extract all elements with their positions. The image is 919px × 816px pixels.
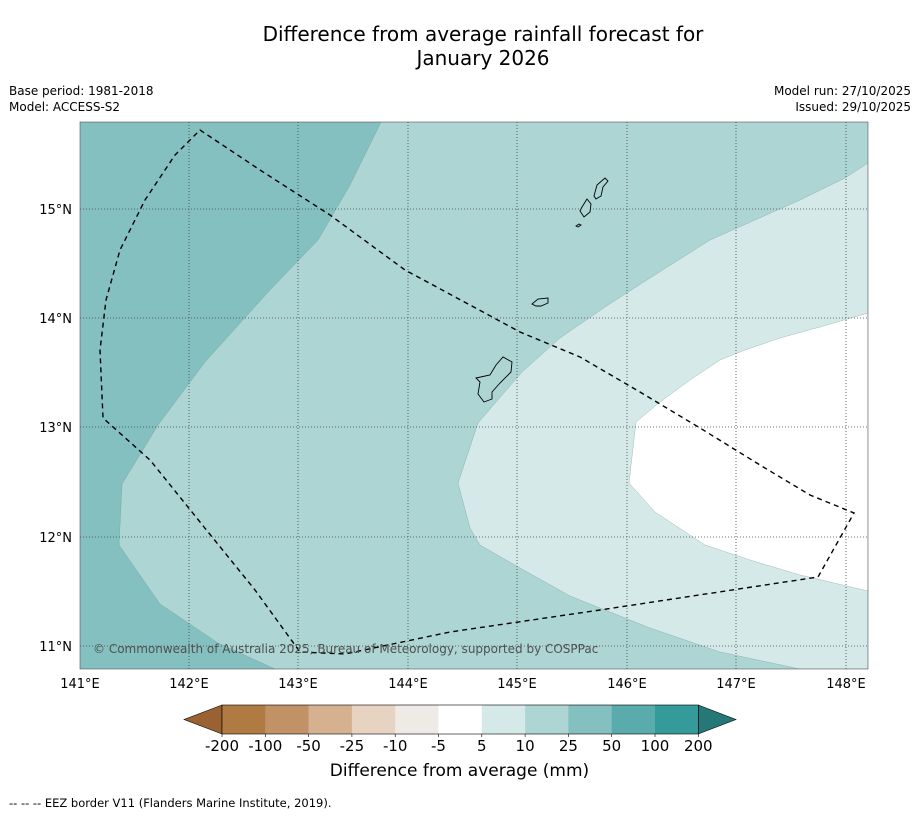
island-tinian [579,198,592,218]
colorbar-segment [438,705,483,734]
colorbar-title: Difference from average (mm) [329,761,590,781]
colorbar-segment [481,705,526,734]
lon-tick-label: 148°E [826,677,866,692]
map-area [80,122,868,669]
colorbar-tick-label: 5 [477,737,487,755]
latitude-tick-labels: 15°N 14°N 13°N 12°N 11°N [39,203,72,655]
colorbar-tick-label: 200 [684,737,713,755]
lat-tick-label: 11°N [39,640,72,655]
island-rota [531,297,549,307]
model-name: Model: ACCESS-S2 [9,100,121,114]
colorbar-extend-low [183,704,223,735]
colorbar-segment [655,705,699,734]
colorbar: -200 -100 -50 -25 -10 -5 5 10 25 50 100 200 [183,704,737,755]
colorbar-segment [222,705,266,734]
region-25-50 [80,122,382,669]
meta-left: Base period: 1981-2018 Model: ACCESS-S2 [9,83,154,115]
colorbar-segment [525,705,569,734]
lat-tick-label: 12°N [39,531,72,546]
lon-tick-label: 147°E [716,677,756,692]
map-frame [79,121,869,670]
colorbar-extend-high [697,704,737,735]
lat-tick-label: 13°N [39,421,72,436]
colorbar-tick-label: -5 [431,737,446,755]
colorbar-segment [308,705,353,734]
colorbar-tick-label: 50 [602,737,621,755]
lon-tick-label: 146°E [607,677,647,692]
colorbar-tick-label: -100 [248,737,282,755]
region-neutral [628,312,868,592]
colorbar-outline [221,704,699,735]
lon-tick-label: 141°E [60,677,100,692]
copyright-text: © Commonwealth of Australia 2025, Bureau… [93,642,598,656]
colorbar-tick-label: -10 [383,737,408,755]
lat-tick-label: 15°N [39,203,72,218]
island-guam [475,356,513,403]
lon-tick-label: 144°E [388,677,428,692]
eez-footnote: -- -- -- EEZ border V11 (Flanders Marine… [9,796,332,810]
lon-tick-label: 143°E [278,677,318,692]
colorbar-tick-label: 10 [516,737,535,755]
island-aguijan [575,223,582,228]
chart-title: Difference from average rainfall forecas… [262,22,704,70]
lat-tick-label: 14°N [39,312,72,327]
colorbar-segment [265,705,309,734]
gridlines [80,122,868,669]
islands [475,177,609,403]
model-run: Model run: 27/10/2025 [773,84,911,98]
colorbar-tick-label: -25 [340,737,365,755]
colorbar-tick-label: -50 [296,737,321,755]
colorbar-tick-label: -200 [205,737,239,755]
colorbar-segment [568,705,612,734]
lon-tick-label: 145°E [497,677,537,692]
colorbar-segment [395,705,439,734]
lon-tick-label: 142°E [169,677,209,692]
island-saipan [593,177,609,200]
longitude-tick-labels: 141°E 142°E 143°E 144°E 145°E 146°E 147°E 148°E [60,677,866,692]
issued-date: Issued: 29/10/2025 [795,100,911,114]
meta-right: Model run: 27/10/2025 Issued: 29/10/2025 [774,83,911,115]
base-period: Base period: 1981-2018 [9,84,154,98]
colorbar-segment [351,705,396,734]
colorbar-segment [611,705,656,734]
colorbar-tick-label: 100 [641,737,670,755]
colorbar-tick-label: 25 [559,737,578,755]
eez-border [99,129,855,655]
